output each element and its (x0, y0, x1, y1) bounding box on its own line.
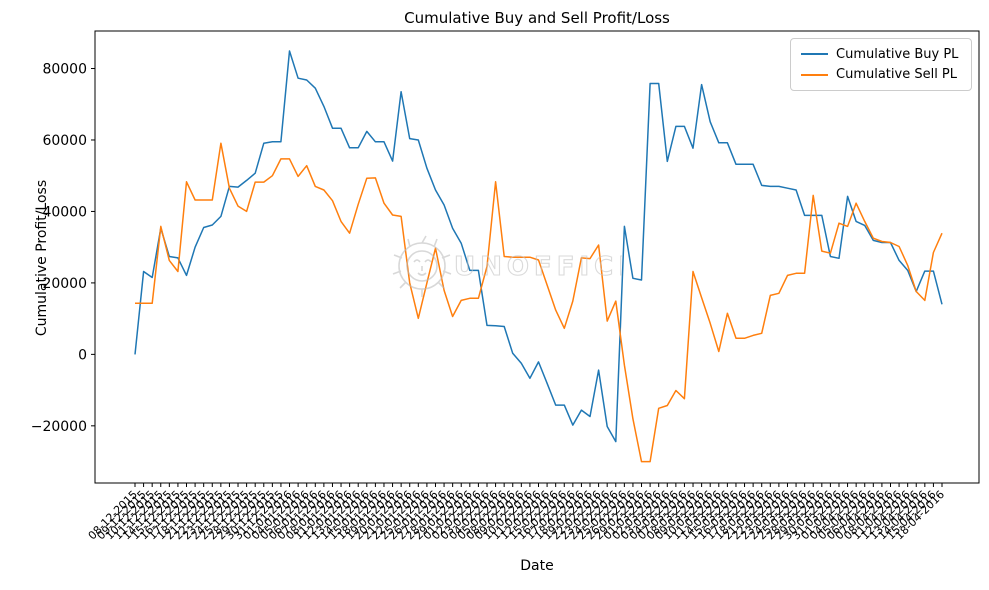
buy-line-swatch-icon (801, 53, 828, 56)
axes-spines (94, 30, 980, 484)
y-tick-label: 40000 (42, 204, 87, 220)
y-tick-label: 20000 (42, 276, 87, 292)
y-tick-label: 0 (78, 347, 87, 363)
y-tick-label: 80000 (42, 62, 87, 78)
y-axis-label: Cumulative Profit/Loss (34, 179, 50, 337)
chart-title: Cumulative Buy and Sell Profit/Loss (404, 9, 670, 27)
x-axis-ticks: 08-12-201509-12-201510-12-201511-12-2015… (86, 483, 947, 542)
y-tick-label: −20000 (31, 419, 87, 435)
legend-entry-sell: Cumulative Sell PL (791, 67, 971, 82)
legend-label-sell: Cumulative Sell PL (836, 67, 958, 83)
legend: Cumulative Buy PL Cumulative Sell PL (790, 38, 972, 91)
legend-label-buy: Cumulative Buy PL (836, 46, 959, 62)
sell-pl-line (135, 142, 943, 463)
y-axis-ticks: −20000 0 20000 40000 60000 80000 (31, 62, 95, 435)
buy-pl-line (134, 50, 943, 443)
x-axis-label: Date (520, 558, 554, 574)
sell-line-swatch-icon (801, 73, 828, 76)
legend-entry-buy: Cumulative Buy PL (791, 47, 971, 62)
y-tick-label: 60000 (42, 133, 87, 149)
